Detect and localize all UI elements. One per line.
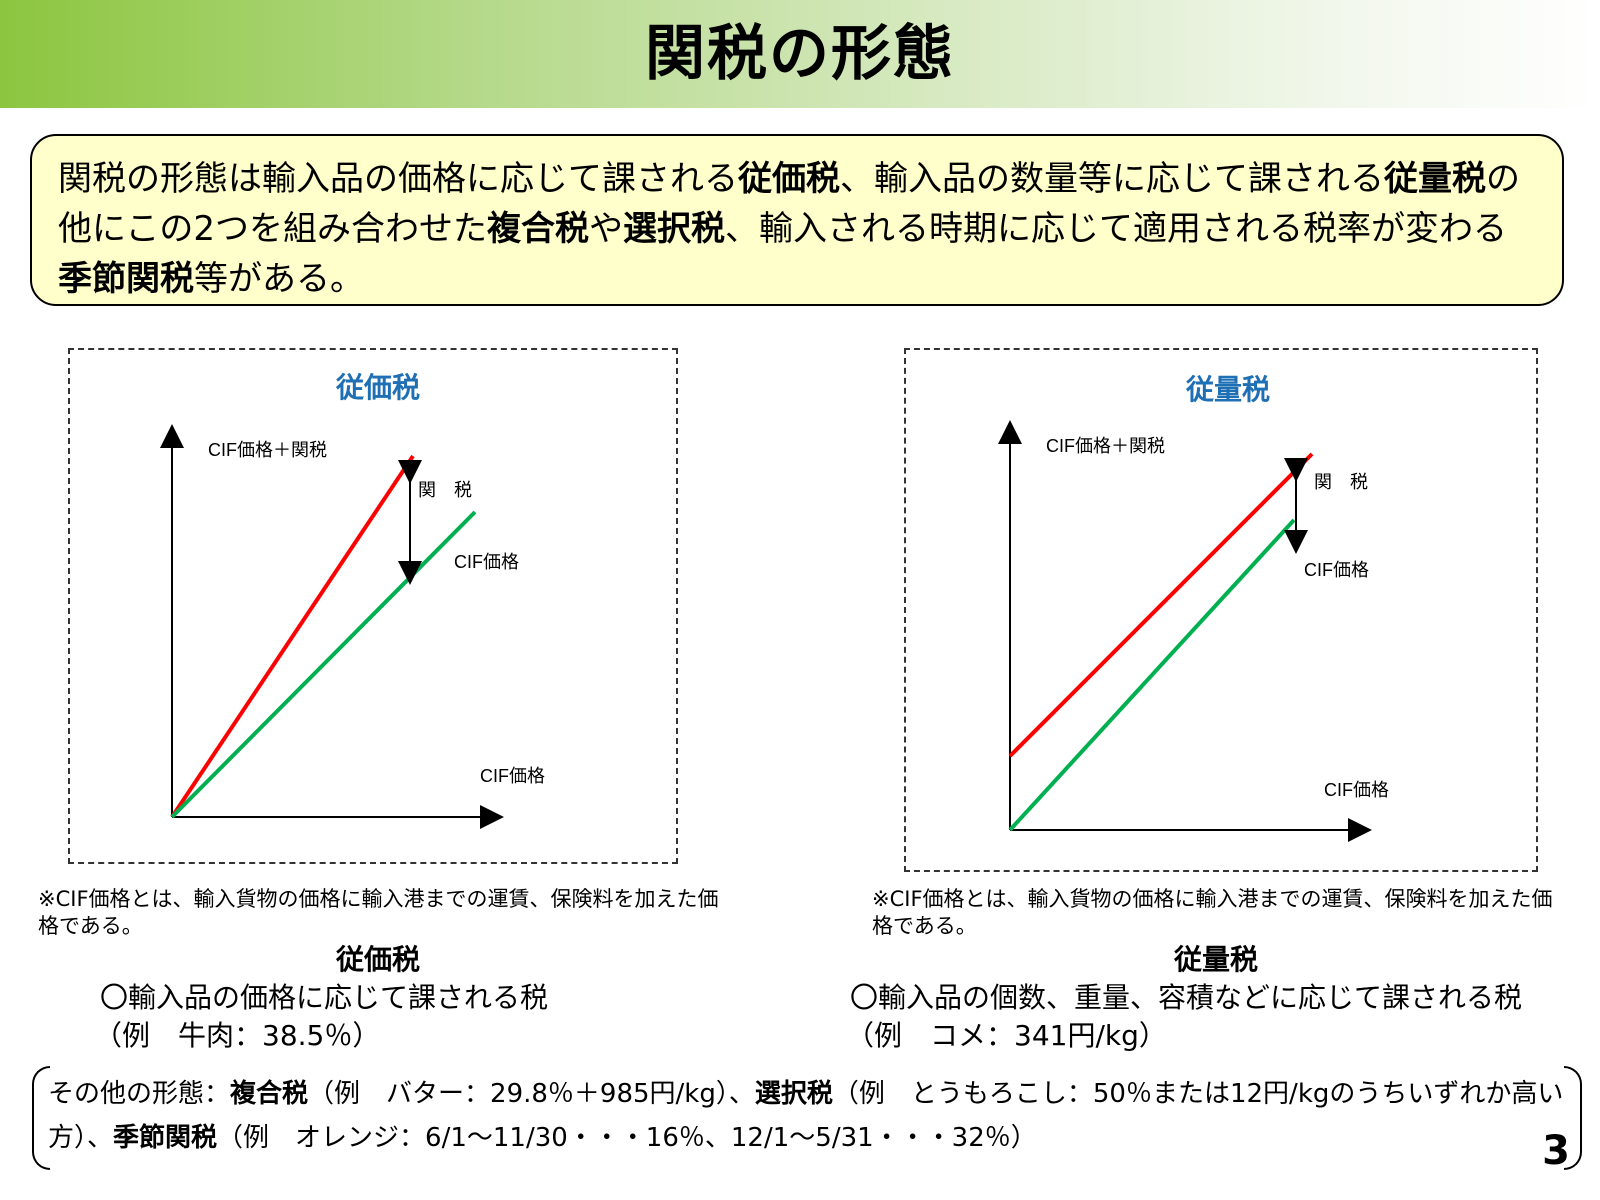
specific-duty-definition: 〇輸入品の個数、重量、容積などに応じて課される税 [850, 981, 1523, 1014]
other-forms-part: （例 オレンジ：6/1～11/30・・・16％、12/1～5/31・・・32％） [217, 1123, 1037, 1153]
summary-keyword: 選択税 [622, 209, 725, 249]
y-axis-label: CIF価格＋関税 [208, 440, 327, 460]
tax-label: 関 税 [418, 480, 472, 500]
header-band [0, 0, 1600, 108]
other-forms-text: その他の形態：複合税（例 バター：29.8％＋985円/kg）、選択税（例 とう… [48, 1072, 1578, 1160]
other-forms-keyword: 複合税 [230, 1079, 309, 1109]
summary-part: の他にこの2つを組み合わせた [58, 159, 1520, 249]
specific-duty-svg [998, 420, 1372, 842]
summary-keyword: 従価税 [738, 159, 840, 199]
tax-line [170, 454, 415, 819]
other-forms-box: その他の形態：複合税（例 バター：29.8％＋985円/kg）、選択税（例 とう… [32, 1066, 1582, 1170]
cif-line-label: CIF価格 [454, 552, 519, 572]
summary-keyword: 従量税 [1384, 159, 1486, 199]
page-title: 関税の形態 [645, 19, 955, 89]
specific-duty-example: （例 コメ：341円/kg） [846, 1019, 1167, 1052]
tax-line [1008, 452, 1314, 758]
other-forms-keyword: 季節関税 [113, 1123, 218, 1153]
summary-part: や [588, 209, 623, 249]
specific-duty-diagram: 従量税 CIF価格＋関税 関 税 CIF価格 CIF価格 [904, 348, 1538, 872]
x-axis-label: CIF価格 [480, 766, 545, 786]
ad-valorem-diagram: 従価税 CIF価格＋関税 関 税 CIF価格 CIF価格 [68, 348, 678, 864]
summary-text: 関税の形態は輸入品の価格に応じて課される従価税、輸入品の数量等に応じて課される従… [58, 154, 1536, 304]
other-forms-part: （例 バター：29.8％＋985円/kg）、 [308, 1079, 755, 1109]
summary-part: 関税の形態は輸入品の価格に応じて課される [58, 159, 738, 199]
ad-valorem-svg [160, 424, 504, 829]
other-forms-part: （例 とうもろこし：50％または12円/kgのうちいずれか高い方）、 [48, 1079, 1564, 1153]
ad-valorem-example: （例 牛肉：38.5％） [94, 1019, 381, 1052]
tax-label: 関 税 [1314, 472, 1368, 492]
page-number: 3 [1542, 1128, 1570, 1174]
cif-note-right: ※CIF価格とは、輸入貨物の価格に輸入港までの運賃、保険料を加えた価格である。 [872, 887, 1553, 938]
y-axis-label: CIF価格＋関税 [1046, 436, 1165, 456]
ad-valorem-heading: 従価税 [335, 943, 420, 976]
summary-box: 関税の形態は輸入品の価格に応じて課される従価税、輸入品の数量等に応じて課される従… [30, 134, 1564, 306]
summary-part: 、輸入品の数量等に応じて課される [840, 159, 1384, 199]
x-axis-label: CIF価格 [1324, 780, 1389, 800]
panel-title: 従量税 [1186, 373, 1271, 406]
other-forms-part: その他の形態： [48, 1079, 231, 1109]
cif-line [170, 510, 477, 819]
panel-title: 従価税 [336, 371, 421, 404]
summary-part: 、輸入される時期に応じて適用される税率が変わる [724, 209, 1507, 249]
cif-line [1008, 518, 1296, 832]
cif-line-label: CIF価格 [1304, 560, 1369, 580]
summary-keyword: 季節関税 [58, 259, 194, 299]
cif-note-left: ※CIF価格とは、輸入貨物の価格に輸入港までの運賃、保険料を加えた価格である。 [38, 887, 719, 938]
other-forms-keyword: 選択税 [754, 1079, 833, 1109]
summary-keyword: 複合税 [486, 209, 589, 249]
ad-valorem-definition: 〇輸入品の価格に応じて課される税 [100, 981, 549, 1014]
summary-part: 等がある。 [194, 259, 364, 299]
specific-duty-heading: 従量税 [1173, 943, 1258, 976]
